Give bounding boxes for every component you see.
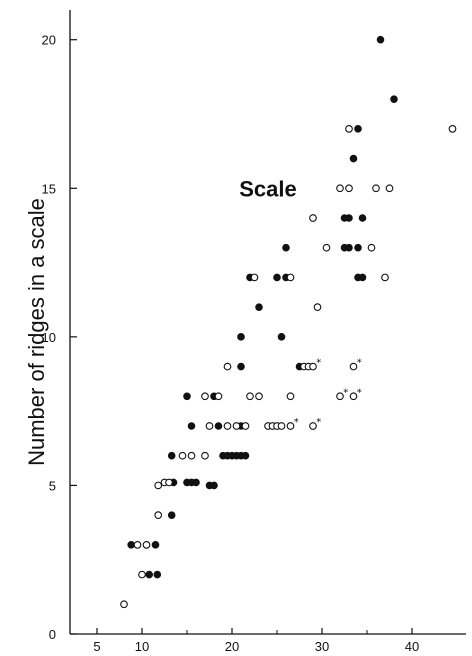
filled-point: [167, 451, 176, 460]
open-point: [381, 273, 389, 282]
y-tick-label: 0: [49, 627, 56, 642]
filled-point: [237, 333, 245, 341]
open-point: [142, 541, 151, 549]
filled-point: [192, 478, 200, 487]
filled-point: [210, 481, 218, 490]
open-point: [309, 214, 317, 222]
filled-point: [145, 570, 153, 579]
x-tick-label: 30: [315, 639, 329, 654]
asterisk-mark: *: [316, 417, 321, 428]
open-point: [313, 303, 322, 311]
open-point: [250, 273, 259, 282]
filled-point: [358, 214, 367, 222]
open-point: [223, 362, 232, 371]
filled-point: [376, 35, 385, 44]
y-axis-title: Number of ridges in a scale: [24, 198, 49, 466]
asterisk-mark: *: [357, 358, 362, 369]
filled-point: [390, 95, 398, 103]
x-tick-label: 10: [135, 639, 149, 654]
open-point: [187, 451, 196, 460]
filled-point: [349, 154, 358, 163]
open-point: [205, 422, 214, 430]
filled-point: [167, 511, 176, 519]
filled-point: [153, 570, 162, 579]
asterisk-point: [286, 422, 295, 430]
filled-point: [187, 422, 196, 430]
open-point: [232, 422, 241, 430]
filled-point: [183, 392, 191, 401]
y-tick-label: 20: [42, 33, 56, 48]
asterisk-point: [349, 392, 358, 401]
data-points: * * * * * *: [120, 35, 457, 609]
filled-point: [277, 333, 286, 341]
filled-point: [354, 243, 362, 252]
x-tick-label: 40: [405, 639, 419, 654]
open-point: [241, 422, 250, 430]
tick-marks: [70, 39, 413, 635]
asterisk-mark: *: [316, 358, 321, 369]
open-point: [120, 600, 128, 609]
filled-point: [241, 451, 250, 460]
x-tick-label: 20: [225, 639, 239, 654]
filled-point: [358, 273, 367, 282]
open-point: [201, 392, 209, 401]
open-point: [345, 184, 353, 193]
axes: [69, 10, 466, 635]
asterisk-mark: *: [294, 417, 299, 428]
filled-point: [214, 422, 223, 430]
open-point: [154, 511, 163, 519]
open-point: [138, 570, 146, 579]
y-tick-label: 10: [42, 330, 56, 345]
y-tick-label: 15: [42, 181, 56, 196]
open-point: [345, 125, 353, 133]
asterisk-point: [349, 362, 358, 371]
filled-point: [255, 303, 263, 311]
open-point: [336, 184, 344, 193]
filled-point: [354, 125, 362, 133]
filled-point: [345, 214, 353, 222]
open-point: [286, 392, 295, 401]
tick-labels: 0 5 10 15 20 5 10 20 30 40: [42, 33, 420, 654]
asterisk-point: [309, 362, 317, 371]
open-point: [133, 541, 142, 549]
open-point: [165, 478, 173, 487]
x-tick-label: 5: [93, 639, 100, 654]
y-tick-label: 5: [49, 478, 56, 493]
open-point: [286, 273, 295, 282]
scale-annotation: Scale: [239, 176, 297, 201]
open-point: [255, 392, 263, 401]
open-point: [223, 422, 232, 430]
asterisk-point: [309, 422, 317, 430]
open-point: [178, 451, 187, 460]
open-point: [322, 243, 331, 252]
filled-point: [151, 541, 160, 549]
asterisk-mark: *: [343, 387, 348, 398]
filled-point: [127, 541, 135, 549]
open-point: [372, 184, 380, 193]
filled-point: [345, 243, 353, 252]
asterisk-mark: *: [357, 387, 362, 398]
filled-point: [237, 362, 245, 371]
open-point: [448, 125, 457, 133]
filled-point: [282, 243, 290, 252]
open-point: [214, 392, 223, 401]
open-point: [277, 422, 286, 430]
filled-point: [273, 273, 281, 282]
asterisk-point: [336, 392, 344, 401]
open-point: [246, 392, 254, 401]
open-point: [154, 481, 163, 490]
open-point: [201, 451, 209, 460]
open-point: [367, 243, 376, 252]
open-point: [385, 184, 394, 193]
